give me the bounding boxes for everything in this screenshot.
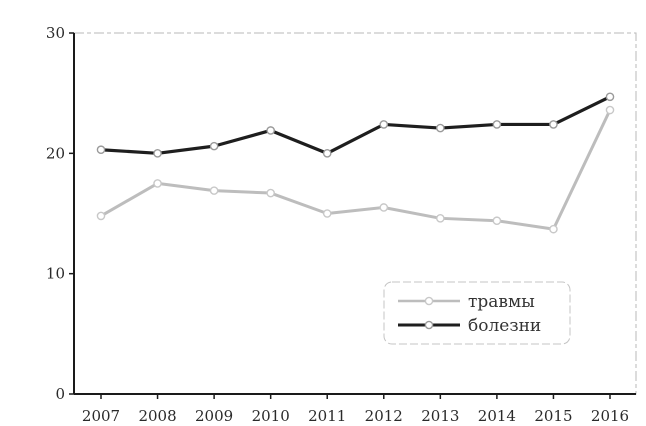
y-tick-label: 0 [55, 385, 65, 403]
data-point [379, 203, 389, 212]
data-point [322, 149, 332, 158]
series-layer [96, 92, 615, 234]
x-tick-label: 2016 [591, 407, 629, 425]
legend-label: травмы [468, 292, 535, 312]
data-point [549, 224, 558, 234]
data-point [379, 120, 389, 129]
data-point [436, 123, 445, 133]
data-point [209, 186, 219, 195]
data-point [492, 216, 502, 226]
x-tick-label: 2008 [138, 407, 176, 425]
series-line-1 [100, 109, 612, 231]
x-axis-ticks: 2007 2008 2009 2010 2011 2012 2013 2014 2015 2016 [82, 394, 629, 425]
data-point [266, 188, 275, 198]
data-point [153, 149, 162, 158]
x-tick-label: 2007 [82, 407, 120, 425]
data-point [605, 92, 615, 102]
x-tick-label: 2012 [365, 407, 403, 425]
x-tick-label: 2015 [534, 407, 572, 425]
y-axis-ticks: 0 10 20 30 [46, 24, 74, 403]
legend-swatch-marker [424, 296, 434, 306]
data-point [322, 209, 332, 218]
data-point [153, 179, 162, 188]
legend-swatch-marker [424, 320, 434, 330]
data-point [436, 214, 445, 223]
legend-label: болезни [468, 316, 541, 336]
legend: травмы болезни [383, 281, 571, 345]
data-point [549, 120, 558, 129]
x-tick-label: 2009 [195, 407, 233, 425]
series-line-2 [100, 95, 611, 155]
y-tick-label: 10 [46, 265, 65, 283]
data-point [492, 120, 502, 129]
y-tick-label: 30 [46, 24, 65, 42]
x-tick-label: 2013 [421, 407, 459, 425]
y-tick-label: 20 [46, 144, 65, 162]
data-point [266, 126, 275, 135]
x-tick-label: 2010 [252, 407, 290, 425]
x-tick-label: 2011 [308, 407, 346, 425]
data-point [96, 211, 106, 221]
data-point [96, 145, 106, 155]
data-point [209, 141, 219, 151]
x-tick-label: 2014 [478, 407, 516, 425]
data-point [605, 105, 615, 115]
